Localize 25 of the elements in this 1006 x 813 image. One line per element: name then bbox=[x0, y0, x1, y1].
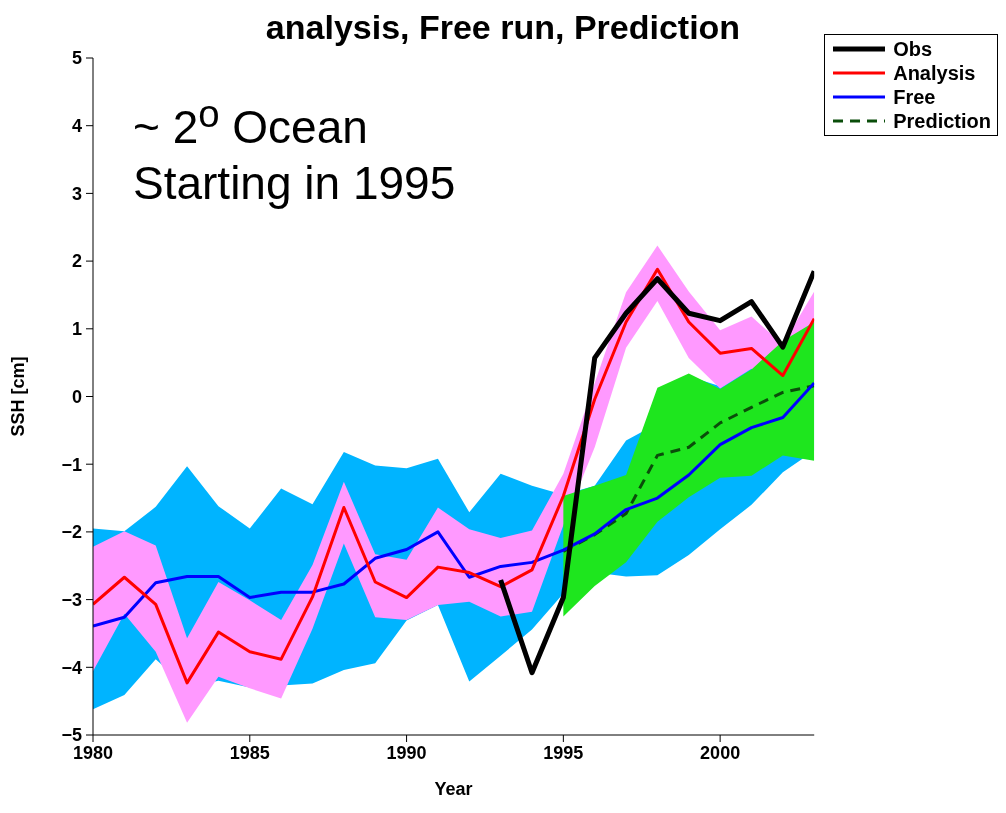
y-tick-label: 2 bbox=[71, 251, 82, 272]
y-tick-label: −2 bbox=[61, 522, 82, 543]
x-tick-label: 1985 bbox=[229, 742, 270, 763]
x-tick-label: 1990 bbox=[386, 742, 427, 763]
legend-label: Prediction bbox=[893, 109, 991, 133]
y-tick-label: −3 bbox=[61, 589, 82, 610]
y-tick-label: 0 bbox=[71, 386, 82, 407]
line-series bbox=[93, 381, 815, 628]
y-tick-label: 5 bbox=[71, 48, 82, 69]
y-tick-label: −1 bbox=[61, 454, 82, 475]
y-tick-label: 4 bbox=[71, 116, 82, 137]
x-tick-label: 1995 bbox=[543, 742, 584, 763]
chart-title: analysis, Free run, Prediction bbox=[265, 8, 741, 46]
line-series bbox=[561, 384, 815, 554]
y-tick-label: −4 bbox=[61, 657, 82, 678]
annotation: Starting in 1995 bbox=[133, 156, 456, 212]
legend-label: Analysis bbox=[893, 61, 976, 85]
y-tick-label: 1 bbox=[71, 319, 82, 340]
y-tick-label: 3 bbox=[71, 183, 82, 204]
legend-label: Obs bbox=[893, 37, 933, 61]
x-axis-title: Year bbox=[434, 779, 473, 799]
x-tick-label: 2000 bbox=[700, 742, 741, 763]
annotation: ~ 2$^{o}$ Ocean bbox=[133, 91, 369, 156]
y-axis-title: SSH [cm] bbox=[8, 356, 29, 437]
legend-label: Free bbox=[893, 85, 936, 109]
